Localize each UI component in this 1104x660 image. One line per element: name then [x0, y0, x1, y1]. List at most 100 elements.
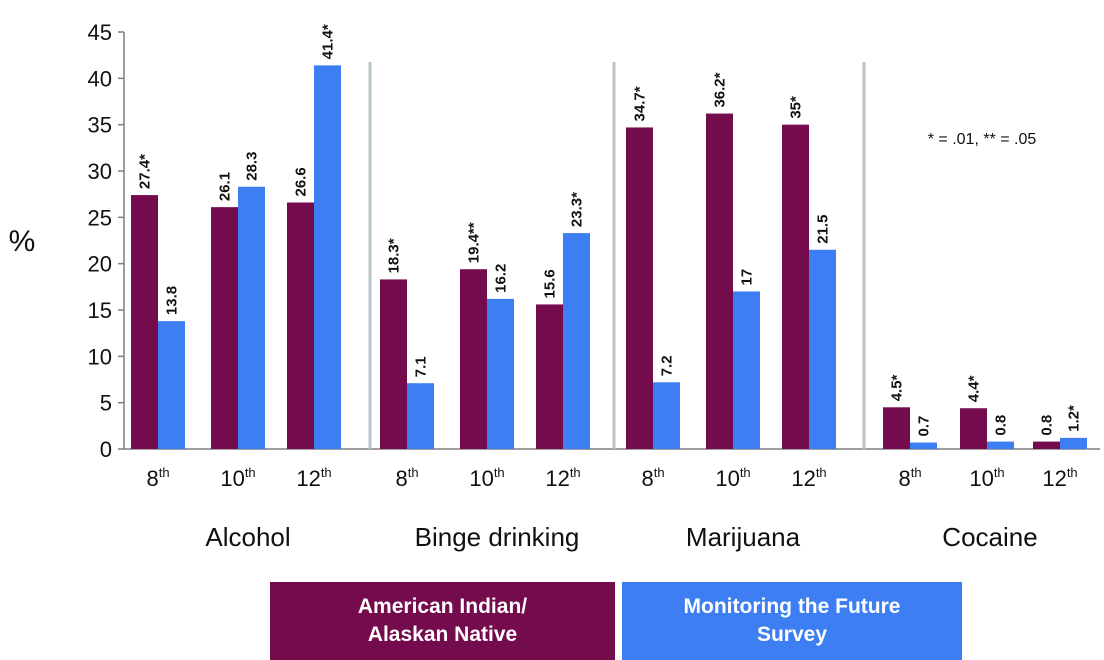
significance-note: * = .01, ** = .05 — [928, 131, 1037, 148]
data-label-aian: 26.6 — [293, 167, 310, 196]
bar-aian — [706, 113, 733, 450]
grade-number: 10 — [969, 466, 993, 491]
x-tick-label: 8th — [898, 465, 921, 491]
grade-suffix: th — [570, 465, 581, 480]
y-tick-label: 35 — [88, 113, 112, 138]
grade-number: 8 — [641, 466, 653, 491]
bar-chart-svg: 051015202530354045%27.4*13.88th26.128.31… — [9, 20, 1100, 552]
data-label-mtf: 13.8 — [164, 286, 181, 315]
grade-suffix: th — [321, 465, 332, 480]
data-label-mtf: 28.3 — [244, 152, 261, 181]
bar-mtf — [653, 382, 680, 449]
x-tick-label: 10th — [715, 465, 750, 491]
legend-aian-label: American Indian/ Alaskan Native — [357, 595, 528, 646]
grade-number: 10 — [469, 466, 493, 491]
group-label: Cocaine — [942, 522, 1037, 552]
bar-aian — [536, 304, 563, 449]
grade-number: 12 — [296, 466, 320, 491]
bar-aian — [380, 279, 407, 449]
data-label-mtf: 23.3* — [569, 192, 586, 227]
bar-mtf — [158, 321, 185, 449]
x-tick-label: 8th — [395, 465, 418, 491]
data-label-mtf: 7.1 — [413, 356, 430, 377]
bar-aian — [211, 207, 238, 449]
y-tick-label: 45 — [88, 20, 112, 45]
grade-number: 12 — [1042, 466, 1066, 491]
grade-suffix: th — [740, 465, 751, 480]
data-label-aian: 4.4* — [966, 375, 983, 402]
grade-suffix: th — [911, 465, 922, 480]
y-tick-label: 10 — [88, 344, 112, 369]
y-tick-label: 40 — [88, 66, 112, 91]
x-tick-label: 12th — [545, 465, 580, 491]
data-label-mtf: 0.7 — [916, 416, 933, 437]
grade-suffix: th — [994, 465, 1005, 480]
legend-aian: American Indian/ Alaskan Native — [270, 582, 615, 660]
bar-mtf — [487, 298, 514, 449]
grade-suffix: th — [408, 465, 419, 480]
data-label-mtf: 7.2 — [659, 355, 676, 376]
bar-aian — [460, 269, 487, 449]
data-label-aian: 27.4* — [137, 154, 154, 189]
data-label-aian: 34.7* — [632, 86, 649, 121]
group-label: Alcohol — [205, 522, 290, 552]
y-tick-label: 0 — [100, 437, 112, 462]
grade-suffix: th — [654, 465, 665, 480]
data-label-aian: 35* — [788, 96, 805, 119]
data-label-mtf: 21.5 — [815, 215, 832, 244]
data-label-aian: 0.8 — [1039, 415, 1056, 436]
bar-mtf — [314, 65, 341, 450]
x-tick-label: 12th — [296, 465, 331, 491]
data-label-mtf: 0.8 — [993, 415, 1010, 436]
bar-aian — [131, 195, 158, 449]
x-tick-label: 10th — [220, 465, 255, 491]
data-label-aian: 4.5* — [889, 374, 906, 401]
y-tick-label: 20 — [88, 252, 112, 277]
grade-suffix: th — [494, 465, 505, 480]
data-label-aian: 15.6 — [542, 269, 559, 298]
y-tick-label: 25 — [88, 205, 112, 230]
x-tick-label: 8th — [146, 465, 169, 491]
y-tick-label: 5 — [100, 391, 112, 416]
bar-aian — [1033, 441, 1060, 449]
grade-suffix: th — [159, 465, 170, 480]
grade-suffix: th — [816, 465, 827, 480]
legend-mtf-label: Monitoring the Future Survey — [683, 595, 901, 646]
bar-mtf — [563, 233, 590, 449]
data-label-aian: 26.1 — [217, 172, 234, 201]
grade-number: 8 — [898, 466, 910, 491]
grade-suffix: th — [245, 465, 256, 480]
y-axis-title: % — [9, 225, 36, 258]
bar-aian — [782, 124, 809, 450]
data-label-mtf: 1.2* — [1066, 405, 1083, 432]
x-tick-label: 8th — [641, 465, 664, 491]
y-tick-label: 15 — [88, 298, 112, 323]
bar-aian — [960, 408, 987, 449]
bar-mtf — [1060, 437, 1087, 449]
group-label: Binge drinking — [415, 522, 580, 552]
x-tick-label: 12th — [791, 465, 826, 491]
grade-number: 10 — [715, 466, 739, 491]
grade-number: 12 — [791, 466, 815, 491]
data-label-aian: 18.3* — [386, 238, 403, 273]
bar-aian — [883, 407, 910, 449]
grade-number: 8 — [146, 466, 158, 491]
bar-aian — [287, 202, 314, 449]
legend-mtf: Monitoring the Future Survey — [622, 582, 962, 660]
grade-number: 10 — [220, 466, 244, 491]
data-label-aian: 19.4** — [466, 222, 483, 263]
group-label: Marijuana — [686, 522, 801, 552]
bar-mtf — [238, 186, 265, 449]
bar-mtf — [809, 249, 836, 449]
bar-aian — [626, 127, 653, 450]
x-tick-label: 12th — [1042, 465, 1077, 491]
data-label-mtf: 16.2 — [493, 264, 510, 293]
grade-suffix: th — [1067, 465, 1078, 480]
bar-mtf — [733, 291, 760, 449]
grade-number: 8 — [395, 466, 407, 491]
x-tick-label: 10th — [969, 465, 1004, 491]
y-tick-label: 30 — [88, 159, 112, 184]
data-label-mtf: 41.4* — [320, 24, 337, 59]
bar-mtf — [987, 441, 1014, 449]
